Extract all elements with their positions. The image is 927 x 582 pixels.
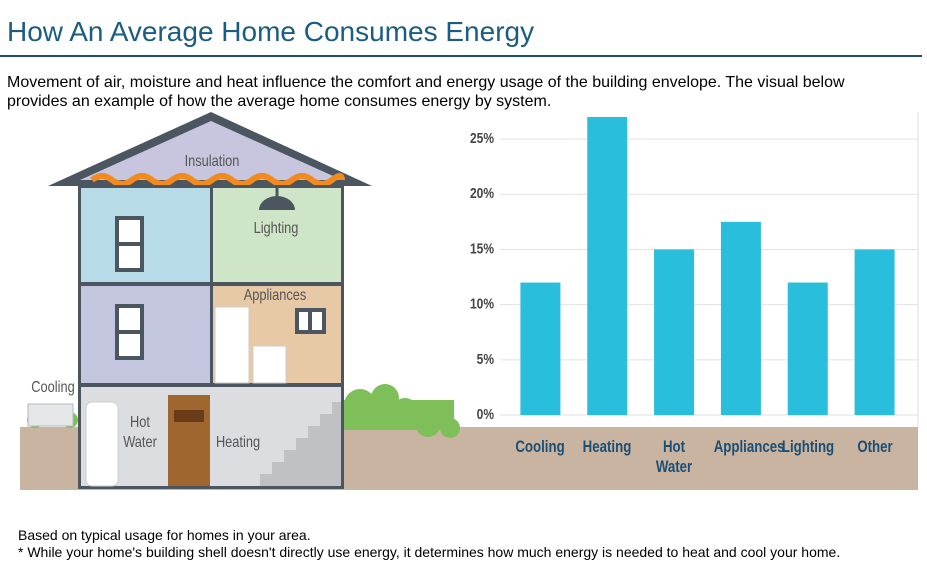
- x-tick-label: Lighting: [781, 437, 834, 456]
- illustration-label: Lighting: [253, 220, 299, 237]
- fridge: [214, 306, 250, 384]
- illustration-label: Appliances: [243, 287, 307, 304]
- furnace: [174, 410, 204, 422]
- bar: [587, 117, 628, 415]
- attic: [80, 121, 342, 180]
- illustration-label: Hot Water: [123, 414, 157, 451]
- room: [81, 188, 210, 282]
- room: [81, 286, 210, 383]
- bar: [787, 282, 828, 415]
- x-tick-label: Other: [856, 437, 893, 456]
- lamp: [259, 196, 295, 210]
- stairs: [260, 390, 341, 486]
- y-tick-label: 5%: [477, 351, 494, 368]
- furnace: [168, 395, 210, 486]
- footnote: * While your home's building shell doesn…: [18, 544, 841, 560]
- footnotes: Based on typical usage for homes in your…: [18, 527, 840, 561]
- title-rule: [0, 55, 922, 57]
- bushes: [27, 384, 460, 438]
- water-heater: [85, 401, 119, 487]
- y-tick-label: 20%: [470, 185, 494, 202]
- y-tick-label: 10%: [470, 295, 494, 312]
- y-tick-label: 15%: [470, 240, 494, 257]
- x-tick-label: Heating: [582, 437, 632, 456]
- x-tick-label: Appliances: [713, 437, 785, 456]
- stove: [252, 345, 287, 384]
- bar: [720, 221, 761, 415]
- insulation: [90, 173, 345, 187]
- intro: Movement of air, moisture and heat influ…: [7, 74, 845, 110]
- illustration-label: Insulation: [184, 153, 240, 170]
- illustration-label: Cooling: [31, 379, 75, 396]
- x-tick-label: Hot Water: [655, 437, 693, 476]
- bar: [520, 282, 561, 415]
- illustration-label: Heating: [215, 434, 261, 451]
- ground: [500, 427, 918, 490]
- x-tick-label: Cooling: [515, 437, 566, 456]
- ac-unit: [27, 403, 74, 427]
- footnote: Based on typical usage for homes in your…: [18, 527, 311, 543]
- windows: [115, 216, 326, 360]
- y-tick-label: 25%: [470, 130, 494, 147]
- title: How An Average Home Consumes Energy: [7, 16, 535, 47]
- bar: [654, 249, 695, 415]
- plot-area: [500, 112, 918, 427]
- y-tick-label: 0%: [477, 406, 494, 423]
- bar: [854, 249, 895, 415]
